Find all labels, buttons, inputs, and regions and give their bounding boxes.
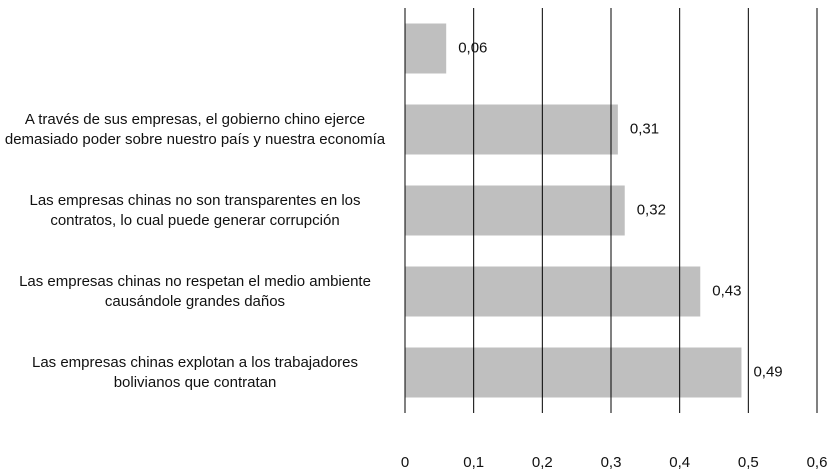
- value-label: 0,06: [458, 39, 487, 56]
- bar: [405, 185, 625, 236]
- x-tick-label: 0,4: [669, 454, 690, 471]
- x-tick-label: 0,1: [463, 454, 484, 471]
- x-tick-label: 0,3: [601, 454, 622, 471]
- x-tick-label: 0,2: [532, 454, 553, 471]
- category-label: Las empresas chinas no son transparentes…: [29, 191, 361, 229]
- x-tick-label: 0,5: [738, 454, 759, 471]
- value-label: 0,31: [630, 120, 659, 137]
- category-label: Las empresas chinas explotan a los traba…: [31, 353, 359, 391]
- bar: [405, 266, 701, 317]
- x-tick-label: 0,6: [807, 454, 828, 471]
- value-label: 0,49: [753, 363, 782, 380]
- value-label: 0,43: [712, 282, 741, 299]
- x-tick-label: 0: [401, 454, 409, 471]
- category-label: Las empresas chinas no respetan el medio…: [19, 272, 371, 310]
- bar: [405, 347, 742, 398]
- value-label: 0,32: [637, 201, 666, 218]
- bar: [405, 23, 447, 74]
- bar: [405, 104, 618, 155]
- category-label: A través de sus empresas, el gobierno ch…: [4, 110, 386, 148]
